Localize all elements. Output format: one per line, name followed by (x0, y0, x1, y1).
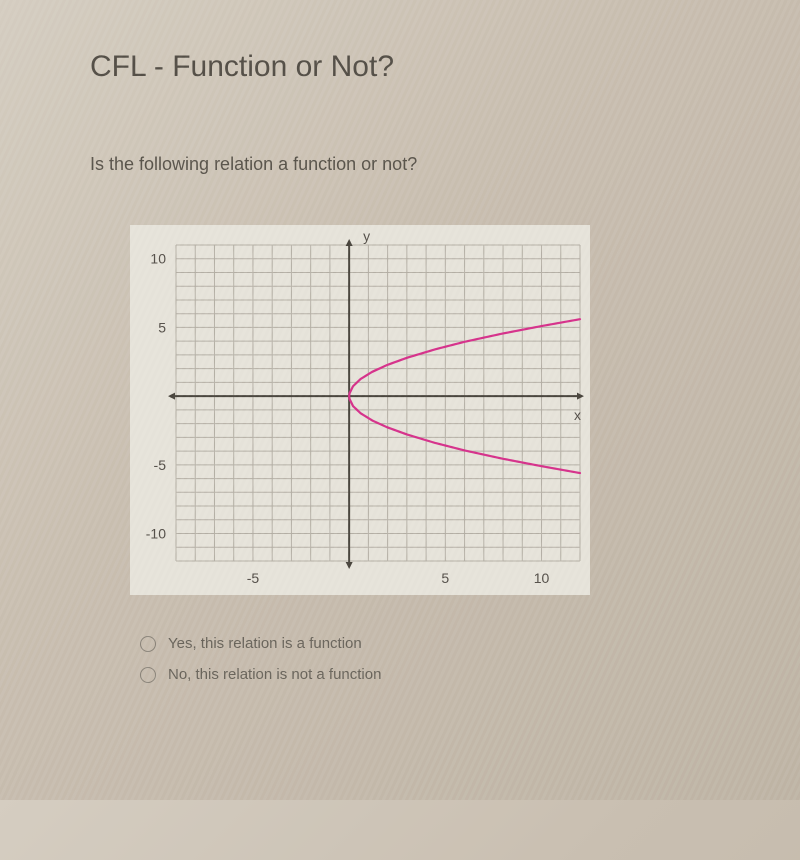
radio-icon (140, 667, 156, 683)
option-label: No, this relation is not a function (168, 666, 381, 683)
chart-container: -5 5 10 -10 -5 5 10 y x (130, 225, 590, 595)
svg-text:-5: -5 (247, 570, 260, 586)
svg-text:-10: -10 (146, 526, 166, 542)
option-label: Yes, this relation is a function (168, 635, 362, 652)
svg-text:10: 10 (534, 570, 550, 586)
svg-text:5: 5 (441, 570, 449, 586)
svg-text:5: 5 (158, 319, 166, 335)
relation-chart: -5 5 10 -10 -5 5 10 y x (130, 225, 590, 595)
svg-text:-5: -5 (154, 457, 167, 473)
question-text: Is the following relation a function or … (90, 154, 740, 175)
option-no[interactable]: No, this relation is not a function (140, 666, 740, 683)
option-yes[interactable]: Yes, this relation is a function (140, 635, 740, 652)
svg-text:y: y (363, 228, 370, 244)
options-list: Yes, this relation is a function No, thi… (140, 635, 740, 683)
page-title: CFL - Function or Not? (90, 50, 740, 84)
svg-text:x: x (574, 407, 581, 423)
radio-icon (140, 636, 156, 652)
svg-text:10: 10 (150, 251, 166, 267)
